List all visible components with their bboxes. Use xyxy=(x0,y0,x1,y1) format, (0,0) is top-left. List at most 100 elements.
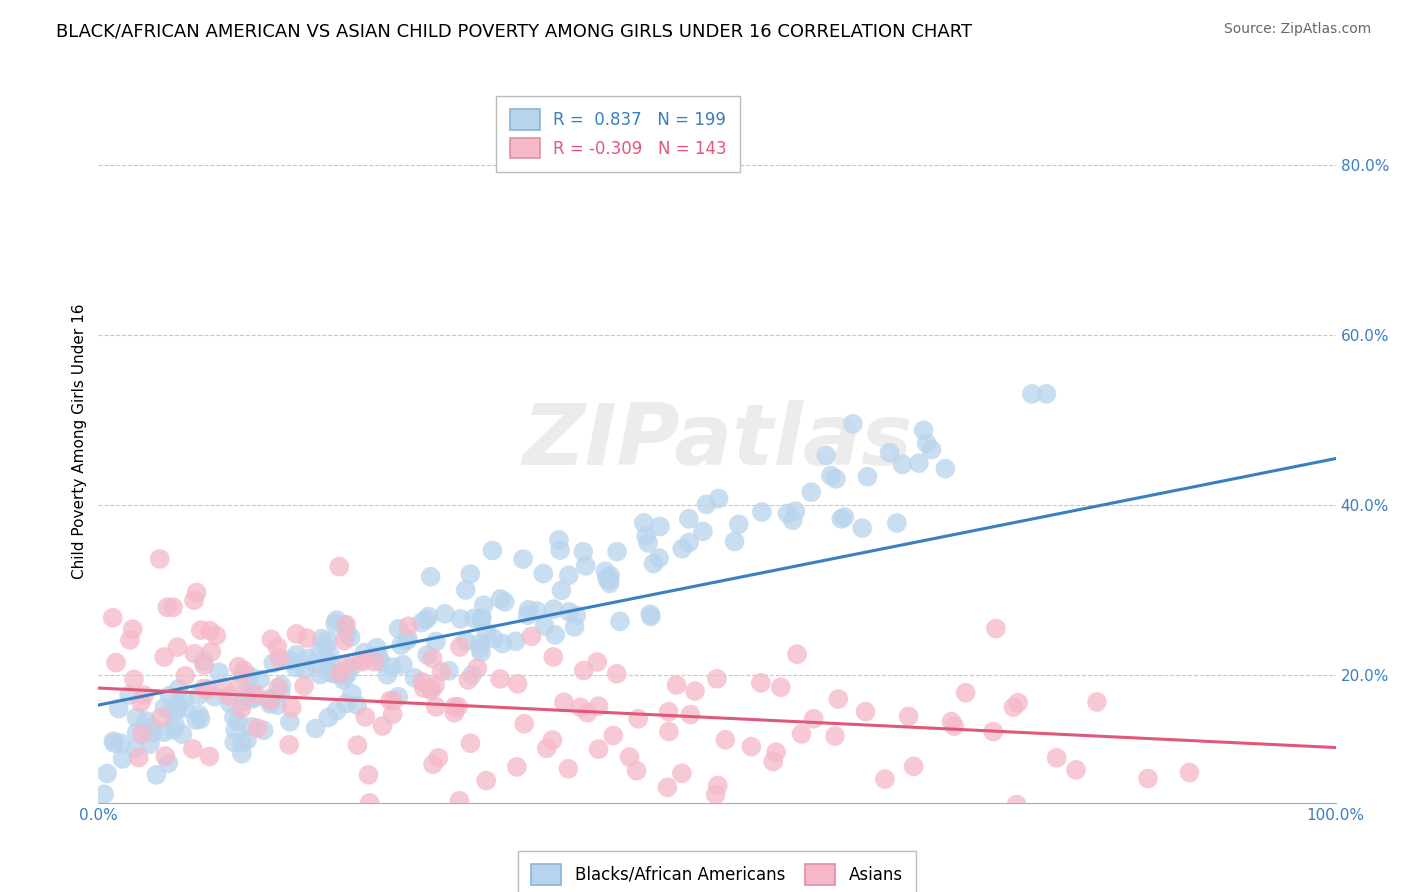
Point xyxy=(269,651,291,665)
Point xyxy=(595,564,617,578)
Point xyxy=(285,627,308,641)
Point xyxy=(418,609,440,624)
Point xyxy=(110,736,132,750)
Point xyxy=(174,669,197,683)
Point xyxy=(782,513,804,527)
Point xyxy=(294,663,316,677)
Point xyxy=(678,535,700,549)
Point xyxy=(449,794,471,808)
Point xyxy=(818,817,841,831)
Point xyxy=(505,634,527,648)
Point xyxy=(679,707,702,722)
Point xyxy=(543,602,565,616)
Point xyxy=(353,646,375,660)
Point xyxy=(454,582,477,597)
Point xyxy=(491,636,513,650)
Point xyxy=(489,591,512,606)
Point xyxy=(513,716,536,731)
Point xyxy=(489,672,512,686)
Point xyxy=(336,626,359,640)
Point xyxy=(541,733,564,747)
Point xyxy=(830,512,852,526)
Point xyxy=(842,417,865,431)
Point xyxy=(309,667,332,681)
Point xyxy=(575,558,598,573)
Point xyxy=(648,519,671,533)
Point xyxy=(416,648,439,662)
Point xyxy=(183,593,205,607)
Point xyxy=(475,625,498,640)
Point xyxy=(322,666,344,681)
Text: ZIPatlas: ZIPatlas xyxy=(522,400,912,483)
Point xyxy=(187,688,209,702)
Point xyxy=(470,645,492,659)
Point xyxy=(891,457,914,471)
Point xyxy=(475,773,498,788)
Point xyxy=(420,683,443,698)
Point xyxy=(366,640,388,655)
Text: Source: ZipAtlas.com: Source: ZipAtlas.com xyxy=(1223,22,1371,37)
Point xyxy=(751,505,773,519)
Point xyxy=(955,686,977,700)
Point xyxy=(512,552,534,566)
Point xyxy=(103,736,125,750)
Point xyxy=(231,736,253,750)
Point xyxy=(104,656,127,670)
Point xyxy=(820,468,842,483)
Point xyxy=(873,772,896,786)
Point xyxy=(395,633,418,648)
Point xyxy=(236,733,259,747)
Point xyxy=(232,664,254,678)
Point xyxy=(129,695,152,709)
Point xyxy=(671,766,693,780)
Point xyxy=(370,655,392,669)
Point xyxy=(122,673,145,687)
Point xyxy=(834,510,856,524)
Point xyxy=(658,724,681,739)
Point xyxy=(1021,387,1043,401)
Point xyxy=(266,698,288,713)
Point xyxy=(270,686,292,700)
Point xyxy=(155,749,177,764)
Point xyxy=(218,696,240,710)
Point xyxy=(558,568,581,582)
Point xyxy=(153,650,176,665)
Point xyxy=(765,745,787,759)
Point xyxy=(319,656,342,670)
Point xyxy=(153,700,176,714)
Point xyxy=(260,632,283,647)
Point xyxy=(481,543,503,558)
Point xyxy=(159,689,181,703)
Point xyxy=(520,629,543,643)
Point xyxy=(270,678,292,692)
Point xyxy=(425,634,447,648)
Point xyxy=(231,666,253,681)
Point xyxy=(404,671,426,685)
Point xyxy=(723,534,745,549)
Point xyxy=(259,697,281,711)
Point xyxy=(443,706,465,720)
Point xyxy=(427,751,450,765)
Point xyxy=(468,636,491,650)
Point xyxy=(1085,695,1108,709)
Point xyxy=(186,585,208,599)
Point xyxy=(285,648,308,662)
Point xyxy=(450,612,472,626)
Point xyxy=(599,568,621,582)
Point xyxy=(183,647,205,661)
Point xyxy=(769,680,792,694)
Point xyxy=(311,632,333,646)
Point xyxy=(281,700,304,714)
Point xyxy=(855,705,877,719)
Point xyxy=(125,710,148,724)
Point xyxy=(640,609,662,624)
Point xyxy=(1005,797,1028,812)
Point xyxy=(706,672,728,686)
Point xyxy=(284,660,307,674)
Point xyxy=(184,713,207,727)
Point xyxy=(316,633,339,648)
Point xyxy=(411,615,433,630)
Point xyxy=(236,682,259,697)
Point xyxy=(569,700,592,714)
Point xyxy=(727,517,749,532)
